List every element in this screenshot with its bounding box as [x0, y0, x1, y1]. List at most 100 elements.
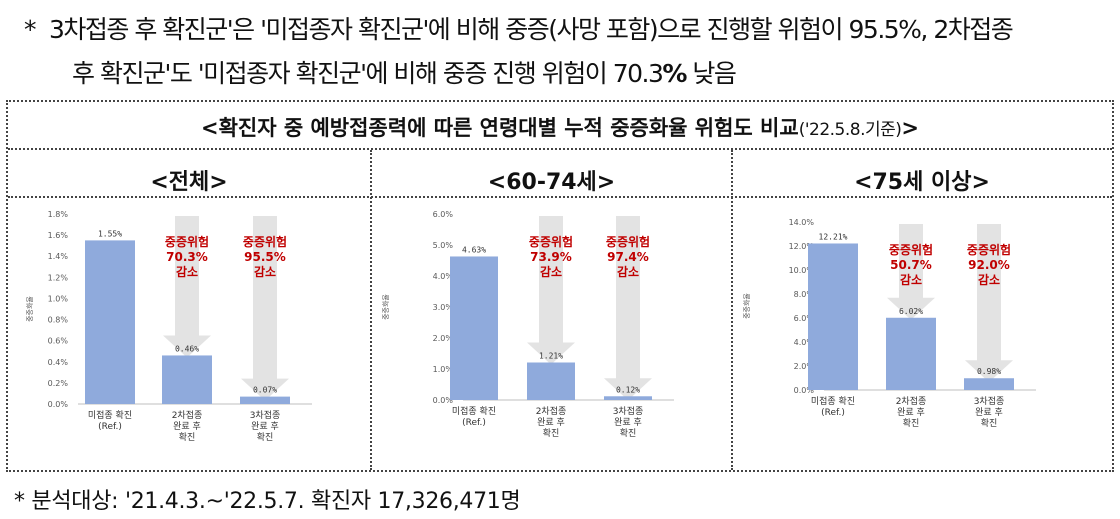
x-category-label: 완료 후 — [975, 407, 1003, 418]
reduction-arrow — [965, 224, 1013, 383]
reduction-arrow — [604, 216, 652, 401]
risk-reduction-annotation: 97.4% — [607, 250, 649, 264]
risk-reduction-annotation: 감소 — [978, 272, 1000, 287]
header-divider — [8, 196, 1112, 198]
analysis-footnote: * 분석대상: '21.4.3.~'22.5.7. 확진자 17,326,471… — [14, 489, 521, 514]
y-tick-label: 3.0% — [433, 303, 454, 312]
y-tick-label: 4.0% — [433, 272, 454, 281]
note-text-2: 후 확진군'도 '미접종자 확진군'에 비해 중증 진행 위험이 70.3 — [72, 59, 664, 88]
risk-reduction-annotation: 중증위험 — [243, 234, 287, 249]
bar-value-label: 12.21% — [819, 232, 848, 241]
comparison-title-close: > — [901, 116, 920, 140]
risk-reduction-annotation: 70.3% — [166, 250, 208, 264]
y-axis-label: 중증화율 — [26, 296, 34, 322]
y-tick-label: 8.0% — [794, 290, 815, 299]
y-tick-label: 6.0% — [794, 314, 815, 323]
bar-value-label: 1.55% — [98, 229, 122, 238]
y-tick-label: 2.0% — [794, 362, 815, 371]
bar — [85, 240, 135, 404]
x-category-label: 미접종 확진 — [811, 395, 855, 407]
risk-reduction-annotation: 감소 — [176, 264, 198, 279]
x-category-label: 확진 — [903, 417, 920, 429]
comparison-title: <확진자 중 예방접종력에 따른 연령대별 누적 중증화율 위험도 비교('22… — [0, 112, 1120, 142]
comparison-date: ('22.5.8.기준) — [798, 120, 902, 140]
risk-reduction-annotation: 중증위험 — [889, 242, 933, 257]
bar-value-label: 1.21% — [539, 351, 563, 360]
reduction-arrow — [241, 216, 289, 401]
y-tick-label: 12.0% — [789, 242, 815, 251]
bar — [527, 362, 575, 400]
panel-title-total: <전체> — [150, 170, 228, 195]
risk-reduction-annotation: 73.9% — [530, 250, 572, 264]
y-tick-label: 1.0% — [433, 365, 454, 374]
reduction-arrow — [887, 224, 935, 320]
y-tick-label: 5.0% — [433, 241, 454, 250]
x-category-label: 완료 후 — [251, 421, 279, 432]
bar — [964, 378, 1014, 390]
x-category-label: (Ref.) — [821, 408, 845, 418]
y-tick-label: 0.8% — [48, 316, 69, 325]
y-axis-label: 중증화율 — [743, 293, 751, 319]
bar-value-label: 0.98% — [977, 367, 1001, 376]
risk-reduction-annotation: 중증위험 — [967, 242, 1011, 257]
x-category-label: 3차접종 — [250, 409, 281, 421]
y-tick-label: 1.0% — [48, 294, 69, 303]
x-category-label: 2차접종 — [536, 405, 567, 417]
risk-reduction-annotation: 중증위험 — [606, 234, 650, 249]
risk-reduction-annotation: 92.0% — [968, 258, 1010, 272]
panel-divider-2 — [731, 150, 733, 470]
bar — [604, 396, 652, 400]
bar — [240, 396, 290, 404]
x-category-label: 완료 후 — [173, 421, 201, 432]
y-tick-label: 0.0% — [48, 400, 69, 409]
comparison-title-text: <확진자 중 예방접종력에 따른 연령대별 누적 중증화율 위험도 비교 — [200, 116, 799, 140]
comparison-box — [6, 100, 1114, 472]
x-category-label: 2차접종 — [172, 409, 203, 421]
bar-value-label: 0.46% — [175, 344, 199, 353]
note-asterisk: * — [24, 15, 37, 44]
note-line-1: * 3차접종 후 확진군'은 '미접종자 확진군'에 비해 중증(사망 포함)으로… — [24, 10, 1014, 46]
chart-total: 0.0% 0.2% 0.4% 0.6% 0.8% 1.0% 1.2% 1.4% 1.6% 1.8%… — [26, 210, 312, 443]
bar — [450, 256, 498, 400]
y-tick-label: 0.2% — [48, 379, 69, 388]
bar-value-label: 4.63% — [462, 245, 486, 254]
y-tick-label: 0.0% — [794, 386, 815, 395]
note-text-2-end: 낮음 — [685, 59, 737, 88]
y-tick-label: 6.0% — [433, 210, 454, 219]
bar-value-label: 6.02% — [899, 307, 923, 316]
y-tick-label: 4.0% — [794, 338, 815, 347]
risk-reduction-annotation: 중증위험 — [529, 234, 573, 249]
x-category-label: 확진 — [981, 417, 998, 429]
panel-title-75-plus: <75세 이상> — [854, 170, 990, 195]
y-tick-label: 1.8% — [48, 210, 69, 219]
y-tick-label: 2.0% — [433, 334, 454, 343]
y-tick-label: 0.0% — [433, 396, 454, 405]
x-category-label: 확진 — [543, 427, 560, 439]
y-tick-label: 0.4% — [48, 358, 69, 367]
y-tick-label: 1.2% — [48, 273, 69, 282]
x-category-label: 완료 후 — [897, 407, 925, 418]
bar — [886, 317, 936, 390]
x-category-label: (Ref.) — [462, 418, 486, 428]
note-line-2: 후 확진군'도 '미접종자 확진군'에 비해 중증 진행 위험이 70.3% 낮… — [72, 54, 737, 90]
panel-title-60-74: <60-74세> — [487, 170, 616, 195]
note-percent-sign: % — [662, 59, 687, 88]
risk-reduction-annotation: 감소 — [540, 264, 562, 279]
panel-divider-1 — [370, 150, 372, 470]
y-tick-label: 14.0% — [789, 218, 815, 227]
note-text-1: 3차접종 후 확진군'은 '미접종자 확진군'에 비해 중증(사망 포함)으로 … — [49, 15, 1014, 44]
y-tick-label: 0.6% — [48, 337, 69, 346]
y-tick-label: 1.4% — [48, 252, 69, 261]
x-category-label: 미접종 확진 — [452, 405, 496, 417]
chart-60-74: 0.0% 1.0% 2.0% 3.0% 4.0% 5.0% 6.0% 중증화율 4.63% 미접종… — [382, 210, 674, 439]
x-category-label: 2차접종 — [896, 395, 927, 407]
risk-reduction-annotation: 감소 — [900, 272, 922, 287]
bar — [808, 243, 858, 390]
risk-reduction-annotation: 감소 — [254, 264, 276, 279]
y-tick-label: 1.6% — [48, 231, 69, 240]
x-category-label: 확진 — [179, 431, 196, 443]
x-category-label: 확진 — [620, 427, 637, 439]
x-category-label: 완료 후 — [614, 417, 642, 428]
bar-value-label: 0.07% — [253, 386, 277, 395]
x-category-label: 완료 후 — [537, 417, 565, 428]
